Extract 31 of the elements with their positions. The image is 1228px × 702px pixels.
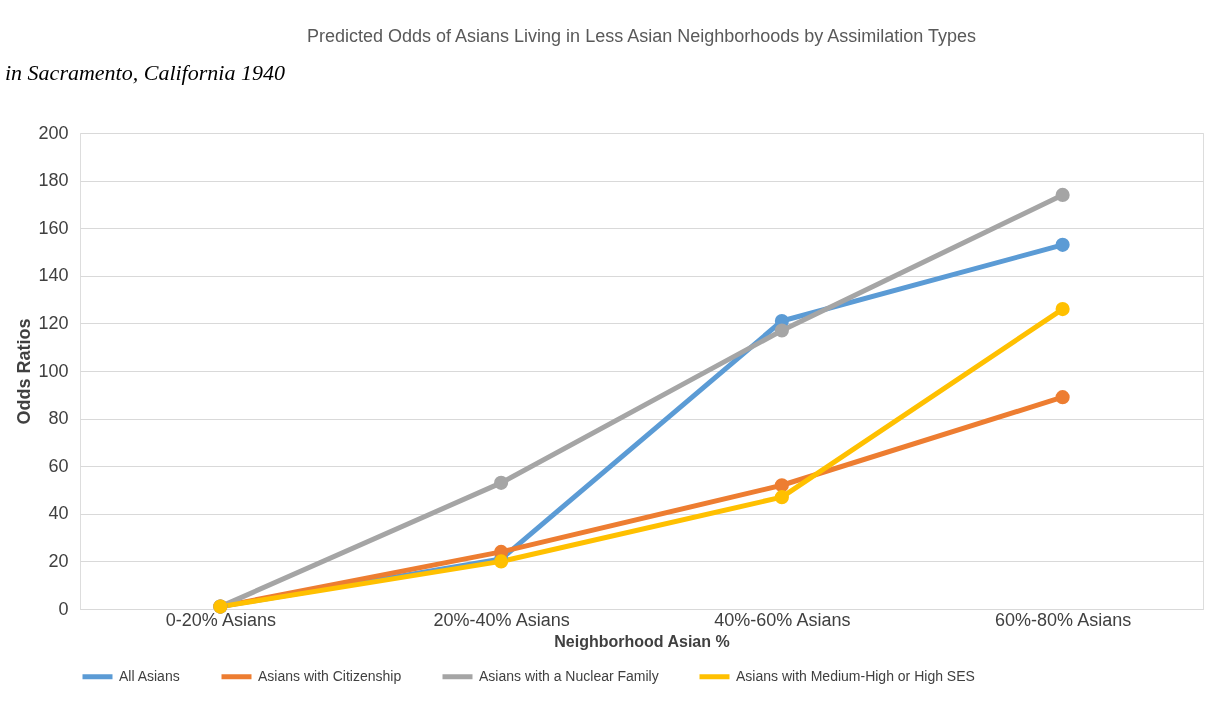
point [1055,237,1070,252]
text: in Sacramento, California 1940 [5,60,285,85]
point [1055,390,1070,405]
legend-label: All Asians [119,667,180,684]
y-tick-label: 60 [48,455,69,476]
y-tick-label: 40 [48,503,69,524]
y-tick-label: 20 [48,550,69,571]
x-tick-label: 40%-60% Asians [714,609,851,630]
point [494,475,509,490]
y-tick-label: 140 [38,265,69,286]
legend-label: Asians with Citizenship [258,667,402,684]
y-tick-label: 160 [38,217,69,238]
point [774,478,789,493]
x-tick-label: 60%-80% Asians [995,609,1132,630]
y-tick-label: 100 [38,360,69,381]
chart-title: Predicted Odds of Asians Living in Less Asian Neighborhoods by Assimilation Types [306,26,977,46]
x-tick-label: 20%-40% Asians [433,609,570,630]
point [774,323,789,338]
x-tick-label: 0-20% Asians [165,609,276,630]
point [1055,187,1070,202]
y-tick-label: 180 [38,170,69,191]
y-tick-label: 0 [58,598,69,619]
x-axis-title: Neighborhood Asian % [554,632,730,650]
y-tick-label: 120 [38,312,69,333]
y-axis-title: Odds Ratios [14,318,35,425]
legend-label: Asians with Medium-High or High SES [736,667,975,684]
point [774,490,789,505]
y-tick-label: 80 [48,408,69,429]
y-tick-label: 200 [38,122,69,143]
point [1055,302,1070,317]
legend-label: Asians with a Nuclear Family [479,667,659,684]
